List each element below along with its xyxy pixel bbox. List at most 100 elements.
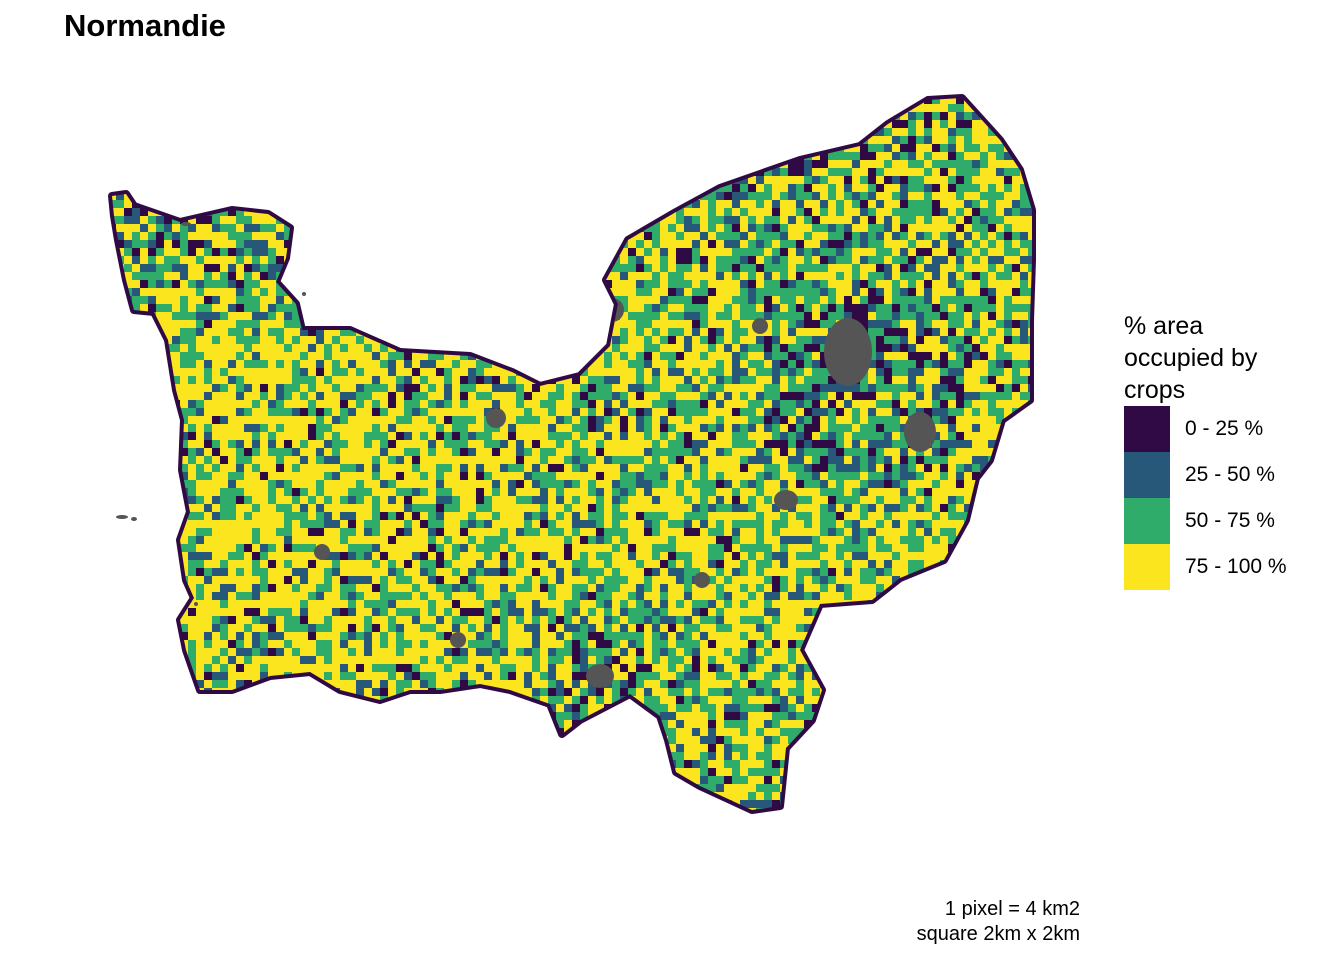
crop-pixel (868, 368, 876, 376)
crop-pixel (500, 320, 508, 328)
crop-pixel (292, 360, 300, 368)
crop-pixel (164, 400, 172, 408)
crop-pixel (956, 176, 964, 184)
crop-pixel (484, 104, 492, 112)
crop-pixel (148, 328, 156, 336)
crop-pixel (140, 280, 148, 288)
crop-pixel (300, 360, 308, 368)
crop-pixel (540, 352, 548, 360)
crop-pixel (796, 176, 804, 184)
crop-pixel (228, 288, 236, 296)
crop-pixel (404, 312, 412, 320)
crop-pixel (1028, 384, 1032, 392)
crop-pixel (844, 192, 852, 200)
crop-pixel (1012, 176, 1020, 184)
crop-pixel (196, 304, 204, 312)
crop-pixel (756, 344, 764, 352)
crop-pixel (684, 320, 692, 328)
crop-pixel (468, 384, 476, 392)
crop-pixel (156, 408, 164, 416)
crop-pixel (804, 232, 812, 240)
crop-pixel (308, 400, 316, 408)
crop-pixel (308, 336, 316, 344)
crop-pixel (596, 112, 604, 120)
crop-pixel (908, 328, 916, 336)
crop-pixel (188, 328, 196, 336)
crop-pixel (556, 304, 564, 312)
crop-pixel (356, 192, 364, 200)
crop-pixel (124, 392, 132, 400)
crop-pixel (112, 424, 116, 432)
crop-pixel (588, 320, 596, 328)
crop-pixel (916, 224, 924, 232)
crop-pixel (484, 232, 492, 240)
crop-pixel (1004, 344, 1012, 352)
crop-pixel (860, 240, 868, 248)
crop-pixel (652, 112, 660, 120)
crop-pixel (460, 432, 468, 440)
crop-pixel (212, 368, 220, 376)
crop-pixel (476, 136, 484, 144)
crop-pixel (196, 264, 204, 272)
crop-pixel (684, 240, 692, 248)
crop-pixel (892, 424, 900, 432)
crop-pixel (836, 168, 844, 176)
crop-pixel (1012, 416, 1020, 424)
crop-pixel (508, 200, 516, 208)
crop-pixel (780, 384, 788, 392)
crop-pixel (924, 144, 932, 152)
crop-pixel (112, 152, 116, 160)
crop-pixel (388, 192, 396, 200)
crop-pixel (852, 224, 860, 232)
crop-pixel (188, 192, 196, 200)
crop-pixel (844, 176, 852, 184)
crop-pixel (996, 288, 1004, 296)
crop-pixel (684, 208, 692, 216)
crop-pixel (876, 144, 884, 152)
crop-pixel (236, 368, 244, 376)
crop-pixel (612, 144, 620, 152)
crop-pixel (620, 208, 628, 216)
crop-pixel (940, 216, 948, 224)
crop-pixel (596, 184, 604, 192)
crop-pixel (508, 208, 516, 216)
crop-pixel (332, 144, 340, 152)
crop-pixel (548, 152, 556, 160)
crop-pixel (140, 152, 148, 160)
crop-pixel (884, 136, 892, 144)
crop-pixel (508, 240, 516, 248)
crop-pixel (604, 200, 612, 208)
crop-pixel (764, 98, 772, 104)
crop-pixel (932, 120, 940, 128)
crop-pixel (116, 344, 124, 352)
crop-pixel (628, 296, 636, 304)
crop-pixel (308, 416, 316, 424)
crop-pixel (860, 416, 868, 424)
crop-pixel (668, 328, 676, 336)
crop-pixel (332, 368, 340, 376)
crop-pixel (740, 256, 748, 264)
crop-pixel (852, 280, 860, 288)
crop-pixel (380, 416, 388, 424)
crop-pixel (260, 320, 268, 328)
crop-pixel (476, 376, 484, 384)
crop-pixel (452, 208, 460, 216)
crop-pixel (484, 256, 492, 264)
crop-pixel (564, 224, 572, 232)
crop-pixel (388, 416, 396, 424)
crop-pixel (580, 392, 588, 400)
crop-pixel (116, 360, 124, 368)
crop-pixel (956, 120, 964, 128)
crop-pixel (436, 304, 444, 312)
crop-pixel (116, 352, 124, 360)
crop-pixel (716, 392, 724, 400)
crop-pixel (140, 336, 148, 344)
crop-pixel (380, 152, 388, 160)
crop-pixel (1028, 272, 1032, 280)
crop-pixel (116, 232, 124, 240)
crop-pixel (340, 424, 348, 432)
crop-pixel (508, 136, 516, 144)
crop-pixel (772, 352, 780, 360)
crop-pixel (652, 98, 660, 104)
crop-pixel (604, 184, 612, 192)
